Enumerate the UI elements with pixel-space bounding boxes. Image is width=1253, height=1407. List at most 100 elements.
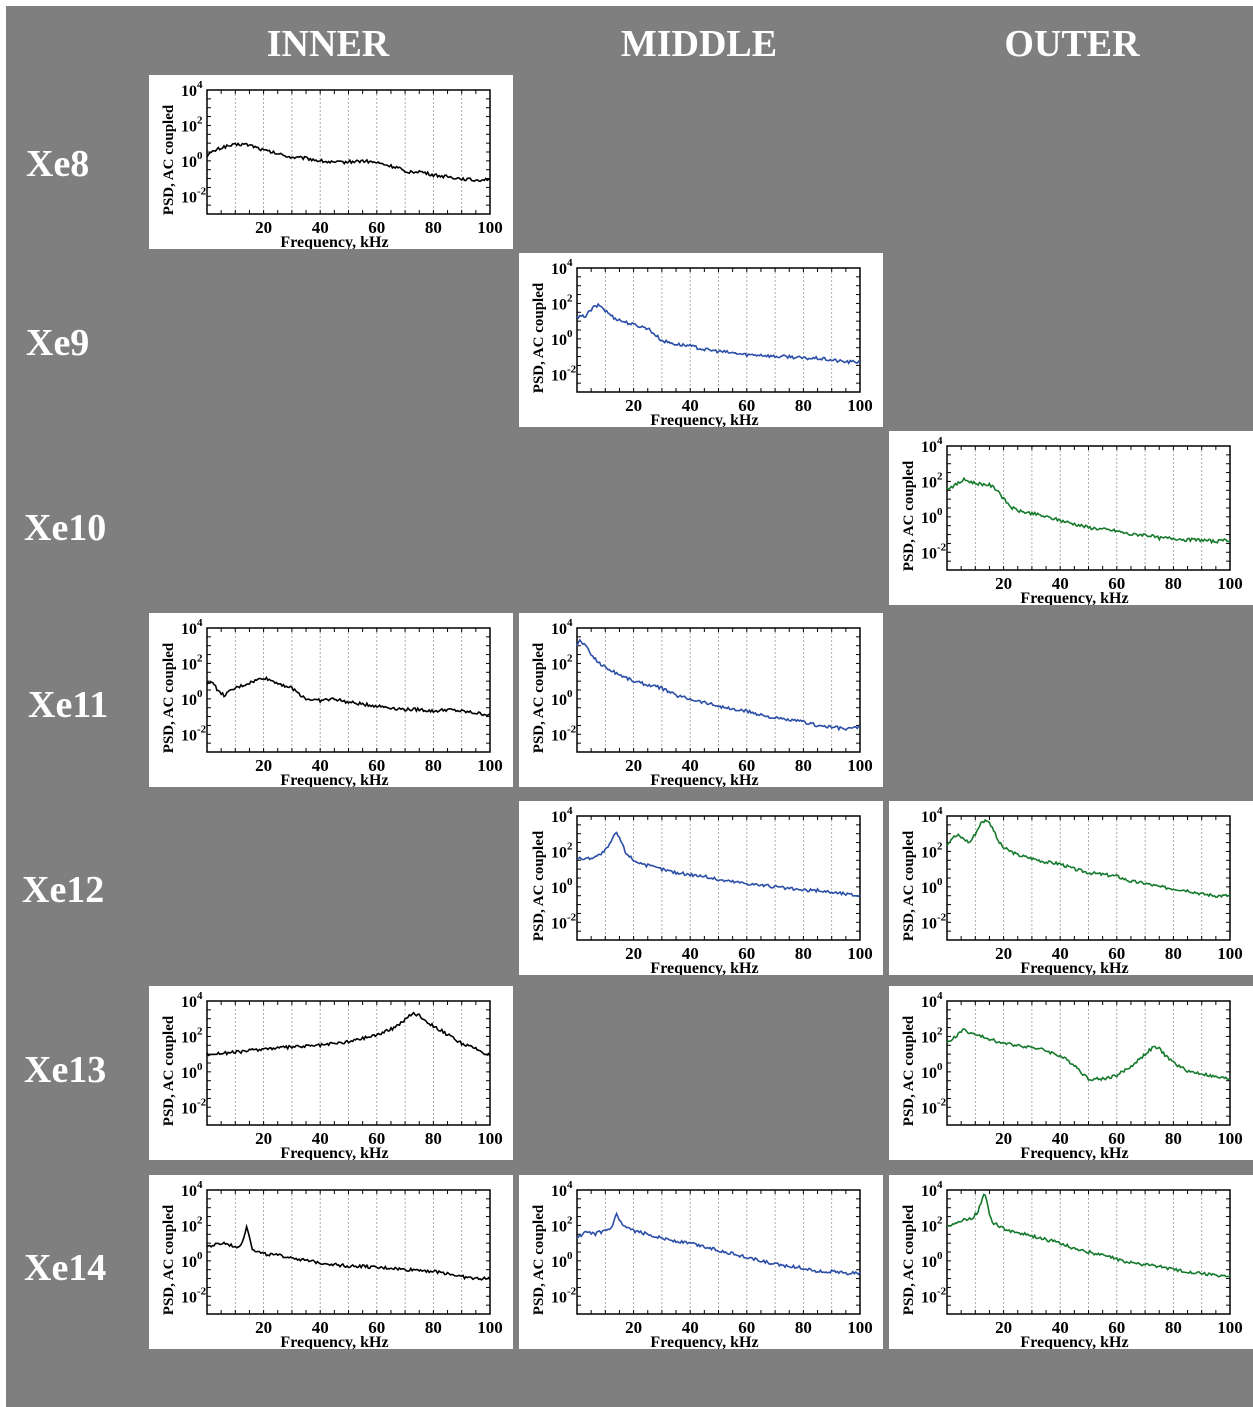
x-tick-label: 40 xyxy=(682,396,699,415)
x-tick-label: 80 xyxy=(795,756,812,775)
x-tick-label: 40 xyxy=(682,944,699,963)
y-axis-label: PSD, AC coupled xyxy=(901,1204,917,1315)
row-header-xe12: Xe12 xyxy=(22,869,105,911)
x-tick-label: 100 xyxy=(477,756,503,775)
x-tick-label: 80 xyxy=(1165,574,1182,593)
y-tick-label: 100 xyxy=(181,1250,203,1271)
y-tick-label: 104 xyxy=(921,1179,943,1200)
y-tick-label: 102 xyxy=(181,652,203,673)
column-header-outer: OUTER xyxy=(1004,23,1140,65)
x-tick-label: 100 xyxy=(1217,1129,1243,1148)
psd-chart: 20 40 60 80 100 104 102 100 10-2 Frequency, kHz PS… xyxy=(901,435,1243,607)
row-header-xe14: Xe14 xyxy=(24,1247,107,1289)
x-tick-label: 40 xyxy=(1052,574,1069,593)
x-tick-label: 60 xyxy=(368,1129,385,1148)
x-axis-label: Frequency, kHz xyxy=(1020,1145,1128,1160)
panel-xe14-middle: 20 40 60 80 100 104 102 100 10-2 Frequency, kHz PS… xyxy=(519,1175,883,1351)
panel-xe14-outer: 20 40 60 80 100 104 102 100 10-2 Frequency, kHz PS… xyxy=(889,1175,1253,1351)
psd-series-line xyxy=(946,476,1231,545)
y-tick-label: 100 xyxy=(921,1250,943,1271)
psd-chart: 20 40 60 80 100 104 102 100 10-2 Frequency, kHz PS… xyxy=(531,805,873,977)
x-axis-label: Frequency, kHz xyxy=(1020,1334,1128,1349)
x-axis-label: Frequency, kHz xyxy=(650,772,758,787)
x-tick-label: 80 xyxy=(425,756,442,775)
y-tick-label: 100 xyxy=(181,1061,203,1082)
y-tick-label: 102 xyxy=(181,1214,203,1235)
x-axis-label: Frequency, kHz xyxy=(280,772,388,787)
y-tick-label: 102 xyxy=(551,292,573,313)
y-tick-label: 104 xyxy=(181,79,203,100)
psd-chart: 20 40 60 80 100 104 102 100 10-2 Frequency, kHz PS… xyxy=(531,617,873,789)
y-tick-label: 10-2 xyxy=(551,363,577,384)
y-tick-label: 100 xyxy=(921,506,943,527)
x-tick-label: 20 xyxy=(625,944,642,963)
x-tick-label: 60 xyxy=(368,1318,385,1337)
psd-series-line xyxy=(206,675,491,717)
y-tick-label: 10-2 xyxy=(181,1096,207,1117)
psd-chart: 20 40 60 80 100 104 102 100 10-2 Frequency, kHz PS… xyxy=(531,1179,873,1351)
x-tick-label: 100 xyxy=(847,756,873,775)
row-header-xe10: Xe10 xyxy=(24,507,107,549)
x-tick-label: 60 xyxy=(368,756,385,775)
x-axis-label: Frequency, kHz xyxy=(280,1334,388,1349)
x-tick-label: 80 xyxy=(795,944,812,963)
y-tick-label: 102 xyxy=(921,470,943,491)
y-tick-label: 10-2 xyxy=(181,1285,207,1306)
x-axis-label: Frequency, kHz xyxy=(280,1145,388,1160)
y-tick-label: 10-2 xyxy=(921,1096,947,1117)
psd-series-line xyxy=(576,831,861,898)
x-axis-label: Frequency, kHz xyxy=(1020,590,1128,605)
psd-series-line xyxy=(946,1193,1231,1278)
psd-chart: 20 40 60 80 100 104 102 100 10-2 Frequency, kHz PS… xyxy=(901,1179,1243,1351)
x-tick-label: 80 xyxy=(795,1318,812,1337)
y-tick-label: 100 xyxy=(181,150,203,171)
panel-xe9-middle: 20 40 60 80 100 104 102 100 10-2 Frequency, kHz PS… xyxy=(519,253,883,429)
y-tick-label: 104 xyxy=(921,990,943,1011)
y-tick-label: 10-2 xyxy=(181,185,207,206)
y-tick-label: 10-2 xyxy=(551,911,577,932)
y-tick-label: 102 xyxy=(181,114,203,135)
y-tick-label: 104 xyxy=(181,990,203,1011)
y-tick-label: 102 xyxy=(181,1025,203,1046)
psd-chart: 20 40 60 80 100 104 102 100 10-2 Frequency, kHz PS… xyxy=(531,257,873,429)
x-tick-label: 80 xyxy=(425,1318,442,1337)
x-tick-label: 20 xyxy=(625,756,642,775)
x-tick-label: 80 xyxy=(1165,1318,1182,1337)
y-tick-label: 102 xyxy=(921,840,943,861)
y-tick-label: 100 xyxy=(551,688,573,709)
x-tick-label: 40 xyxy=(312,756,329,775)
column-header-middle: MIDDLE xyxy=(620,23,778,65)
y-axis-label: PSD, AC coupled xyxy=(161,642,177,753)
psd-series-line xyxy=(946,818,1231,899)
x-tick-label: 80 xyxy=(1165,944,1182,963)
y-tick-label: 102 xyxy=(921,1025,943,1046)
psd-chart: 20 40 60 80 100 104 102 100 10-2 Frequency, kHz PS… xyxy=(161,1179,503,1351)
panel-xe8-inner: 20 40 60 80 100 104 102 100 10-2 Frequency, kHz PS… xyxy=(149,75,513,251)
x-axis-label: Frequency, kHz xyxy=(1020,960,1128,975)
y-tick-label: 100 xyxy=(921,1061,943,1082)
y-axis-label: PSD, AC coupled xyxy=(901,1015,917,1126)
x-tick-label: 40 xyxy=(682,756,699,775)
x-tick-label: 20 xyxy=(255,218,272,237)
x-tick-label: 40 xyxy=(312,1129,329,1148)
panel-xe13-inner: 20 40 60 80 100 104 102 100 10-2 Frequency, kHz PS… xyxy=(149,986,513,1162)
y-tick-label: 102 xyxy=(551,652,573,673)
psd-series-line xyxy=(946,1028,1231,1082)
x-axis-label: Frequency, kHz xyxy=(650,960,758,975)
x-tick-label: 20 xyxy=(625,396,642,415)
y-tick-label: 102 xyxy=(921,1214,943,1235)
x-tick-label: 80 xyxy=(425,1129,442,1148)
x-tick-label: 60 xyxy=(1108,944,1125,963)
y-tick-label: 102 xyxy=(551,1214,573,1235)
psd-series-line xyxy=(206,1223,491,1281)
x-tick-label: 60 xyxy=(1108,1129,1125,1148)
x-tick-label: 40 xyxy=(682,1318,699,1337)
y-tick-label: 10-2 xyxy=(921,541,947,562)
x-tick-label: 60 xyxy=(738,396,755,415)
row-header-xe9: Xe9 xyxy=(26,322,90,364)
x-tick-label: 100 xyxy=(1217,944,1243,963)
y-tick-label: 100 xyxy=(921,876,943,897)
y-tick-label: 100 xyxy=(181,688,203,709)
y-axis-label: PSD, AC coupled xyxy=(161,104,177,215)
y-axis-label: PSD, AC coupled xyxy=(161,1204,177,1315)
